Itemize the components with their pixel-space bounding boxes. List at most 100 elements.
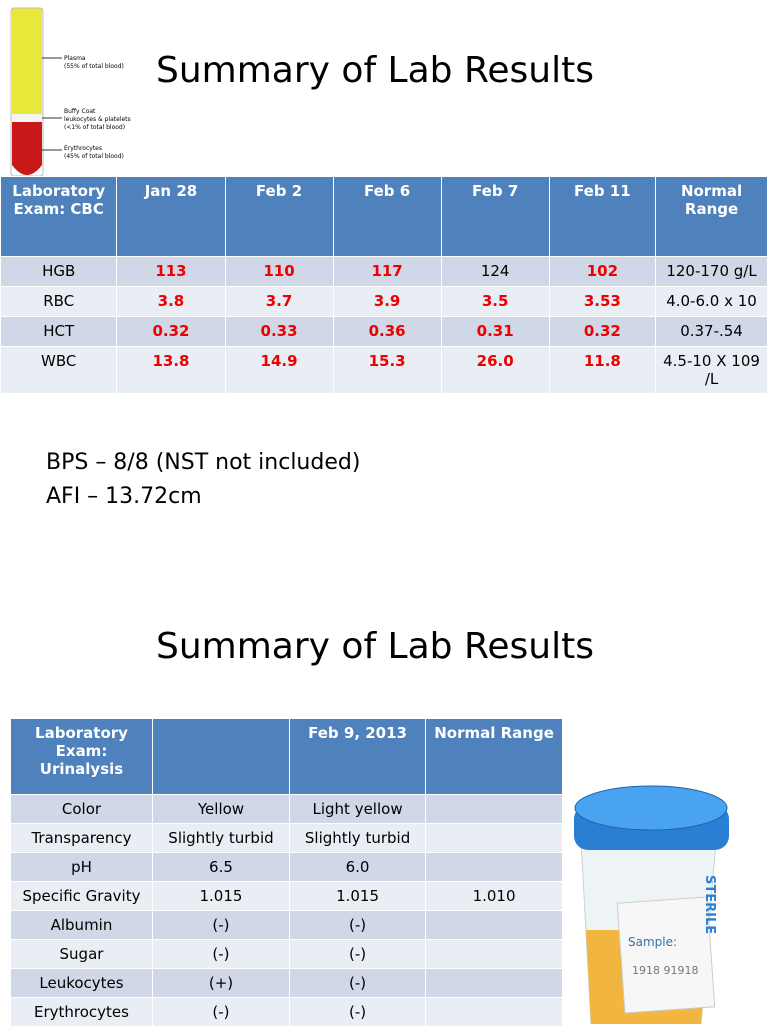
header-cell bbox=[151, 718, 290, 795]
row: Erythrocytes (-) (-) bbox=[10, 997, 563, 1027]
cell: 1.010 bbox=[425, 881, 563, 911]
cell: Slightly turbid bbox=[288, 823, 427, 853]
header-cell: Jan 28 bbox=[116, 176, 226, 257]
label: Plasma bbox=[64, 55, 86, 62]
cell: 1.015 bbox=[288, 881, 427, 911]
cell: 1.015 bbox=[151, 881, 290, 911]
urinalysis-table: Laboratory Exam: Urinalysis Feb 9, 2013 No… bbox=[10, 718, 563, 1027]
header-cell: Laboratory Exam: Urinalysis bbox=[10, 718, 153, 795]
cell: (-) bbox=[288, 968, 427, 998]
cell: 3.5 bbox=[440, 286, 550, 317]
cell: (-) bbox=[288, 910, 427, 940]
title: Summary of Lab Results bbox=[156, 50, 594, 91]
header-cell: Feb 9, 2013 bbox=[288, 718, 427, 795]
cell: 3.53 bbox=[548, 286, 657, 317]
cell: 3.9 bbox=[332, 286, 442, 317]
cell bbox=[425, 823, 563, 853]
cell: 4.5-10 X 109 /L bbox=[655, 346, 768, 394]
cell: 3.8 bbox=[116, 286, 226, 317]
row: Sugar (-) (-) bbox=[10, 939, 563, 969]
header-row: Laboratory Exam: CBC Jan 28 Feb 2 Feb 6 Feb … bbox=[0, 176, 768, 257]
cell: Leukocytes bbox=[10, 968, 153, 998]
cell: 110 bbox=[224, 256, 334, 287]
plasma bbox=[12, 8, 42, 118]
cell: (+) bbox=[151, 968, 290, 998]
row: Color Yellow Light yellow bbox=[10, 794, 563, 824]
cell: (-) bbox=[288, 997, 427, 1027]
cell: Color bbox=[10, 794, 153, 824]
row: RBC 3.8 3.7 3.9 3.5 3.53 4.0-6.0 x 10 bbox=[0, 286, 768, 317]
cell bbox=[425, 939, 563, 969]
cell bbox=[425, 968, 563, 998]
row: Transparency Slightly turbid Slightly turb… bbox=[10, 823, 563, 853]
cell: 102 bbox=[548, 256, 657, 287]
cell: 4.0-6.0 x 10 bbox=[655, 286, 768, 317]
label: 1918 91918 bbox=[632, 964, 698, 977]
header-cell: Feb 6 bbox=[332, 176, 442, 257]
cell: Yellow bbox=[151, 794, 290, 824]
cell: (-) bbox=[288, 939, 427, 969]
cell: 0.32 bbox=[116, 316, 226, 347]
erythrocytes bbox=[12, 122, 42, 175]
label: STERILE bbox=[702, 875, 717, 934]
cell: 113 bbox=[116, 256, 226, 287]
buffy-coat bbox=[12, 114, 42, 122]
cbc-table: Laboratory Exam: CBC Jan 28 Feb 2 Feb 6 Feb … bbox=[0, 176, 768, 394]
row: Albumin (-) (-) bbox=[10, 910, 563, 940]
cell: 0.36 bbox=[332, 316, 442, 347]
row: pH 6.5 6.0 bbox=[10, 852, 563, 882]
label: (45% of total blood) bbox=[64, 153, 124, 160]
label: leukocytes & platelets bbox=[64, 116, 131, 123]
label: Erythrocytes bbox=[64, 145, 102, 152]
cell: 117 bbox=[332, 256, 442, 287]
cell: 0.32 bbox=[548, 316, 657, 347]
header-cell: Normal Range bbox=[425, 718, 563, 795]
row: Leukocytes (+) (-) bbox=[10, 968, 563, 998]
row: WBC 13.8 14.9 15.3 26.0 11.8 4.5-10 X 109 /L bbox=[0, 346, 768, 394]
title: Summary of Lab Results bbox=[156, 626, 594, 667]
cell: 15.3 bbox=[332, 346, 442, 394]
cell bbox=[425, 852, 563, 882]
header-cell: Feb 7 bbox=[440, 176, 550, 257]
header-row: Laboratory Exam: Urinalysis Feb 9, 2013 No… bbox=[10, 718, 563, 795]
note: AFI – 13.72cm bbox=[46, 484, 202, 509]
cell: 0.37-.54 bbox=[655, 316, 768, 347]
cell: 13.8 bbox=[116, 346, 226, 394]
cap-top bbox=[574, 785, 728, 831]
cell: (-) bbox=[151, 939, 290, 969]
cell: HGB bbox=[0, 256, 118, 287]
cell: Light yellow bbox=[288, 794, 427, 824]
label: Buffy Coat bbox=[64, 108, 96, 115]
cell: Albumin bbox=[10, 910, 153, 940]
header-cell: Normal Range bbox=[655, 176, 768, 257]
cell: pH bbox=[10, 852, 153, 882]
label: (<1% of total blood) bbox=[64, 124, 125, 131]
cell: 11.8 bbox=[548, 346, 657, 394]
cell: 14.9 bbox=[224, 346, 334, 394]
cell: 3.7 bbox=[224, 286, 334, 317]
cell: 6.5 bbox=[151, 852, 290, 882]
cell: Specific Gravity bbox=[10, 881, 153, 911]
blood-tube: Plasma (55% of total blood) Buffy Coat l… bbox=[10, 7, 131, 177]
urine-cup: STERILE Sample: 1918 91918 bbox=[574, 785, 729, 1024]
cell: Transparency bbox=[10, 823, 153, 853]
cell bbox=[425, 794, 563, 824]
cell: (-) bbox=[151, 997, 290, 1027]
header-cell: Feb 2 bbox=[224, 176, 334, 257]
cell: 0.33 bbox=[224, 316, 334, 347]
row: HGB 113 110 117 124 102 120-170 g/L bbox=[0, 256, 768, 287]
header-cell: Feb 11 bbox=[548, 176, 657, 257]
label-sticker bbox=[616, 896, 716, 1014]
cell: 0.31 bbox=[440, 316, 550, 347]
row: Specific Gravity 1.015 1.015 1.010 bbox=[10, 881, 563, 911]
row: HCT 0.32 0.33 0.36 0.31 0.32 0.37-.54 bbox=[0, 316, 768, 347]
cell: (-) bbox=[151, 910, 290, 940]
cell: 26.0 bbox=[440, 346, 550, 394]
label: (55% of total blood) bbox=[64, 63, 124, 70]
cell: 124 bbox=[440, 256, 550, 287]
cell bbox=[425, 910, 563, 940]
cell: 6.0 bbox=[288, 852, 427, 882]
cell: HCT bbox=[0, 316, 118, 347]
cell: WBC bbox=[0, 346, 118, 394]
